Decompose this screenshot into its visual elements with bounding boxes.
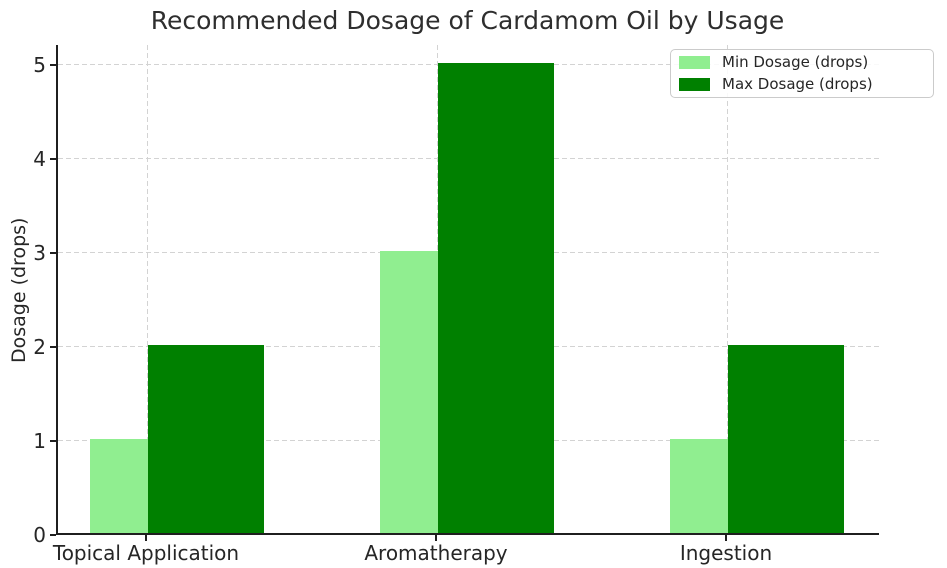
y-tick-label-0: 0 — [33, 523, 46, 547]
x-tick-mark-aromatherapy — [435, 535, 437, 541]
bar-min-ingestion — [670, 439, 728, 533]
y-tick-mark-1 — [50, 440, 56, 442]
x-tick-mark-topical-application — [145, 535, 147, 541]
bar-max-aromatherapy — [438, 63, 554, 533]
y-tick-mark-5 — [50, 64, 56, 66]
legend: Min Dosage (drops) Max Dosage (drops) — [670, 49, 934, 98]
legend-label-max: Max Dosage (drops) — [722, 75, 873, 93]
legend-swatch-max-icon — [679, 78, 710, 91]
y-tick-label-5: 5 — [33, 53, 46, 77]
chart-title: Recommended Dosage of Cardamom Oil by Us… — [150, 6, 785, 35]
x-tick-mark-ingestion — [725, 535, 727, 541]
x-tick-label-ingestion: Ingestion — [679, 541, 773, 565]
legend-label-min: Min Dosage (drops) — [722, 53, 869, 71]
gridline-v-ingestion — [727, 45, 728, 533]
bar-min-topical-application — [90, 439, 148, 533]
y-tick-mark-4 — [50, 158, 56, 160]
bar-max-ingestion — [728, 345, 844, 533]
gridline-v-topical-application — [147, 45, 148, 533]
legend-item-min: Min Dosage (drops) — [679, 54, 925, 71]
y-tick-label-2: 2 — [33, 335, 46, 359]
legend-item-max: Max Dosage (drops) — [679, 76, 925, 93]
y-tick-mark-3 — [50, 252, 56, 254]
y-axis-label: Dosage (drops) — [8, 217, 30, 363]
y-tick-mark-2 — [50, 346, 56, 348]
x-tick-label-aromatherapy: Aromatherapy — [364, 541, 508, 565]
bar-max-topical-application — [148, 345, 264, 533]
y-tick-mark-0 — [50, 534, 56, 536]
y-tick-label-4: 4 — [33, 147, 46, 171]
x-tick-label-topical-application: Topical Application — [52, 541, 240, 565]
legend-swatch-min-icon — [679, 56, 710, 69]
plot-area — [56, 45, 879, 535]
y-tick-label-1: 1 — [33, 429, 46, 453]
y-tick-label-3: 3 — [33, 241, 46, 265]
bar-min-aromatherapy — [380, 251, 438, 533]
